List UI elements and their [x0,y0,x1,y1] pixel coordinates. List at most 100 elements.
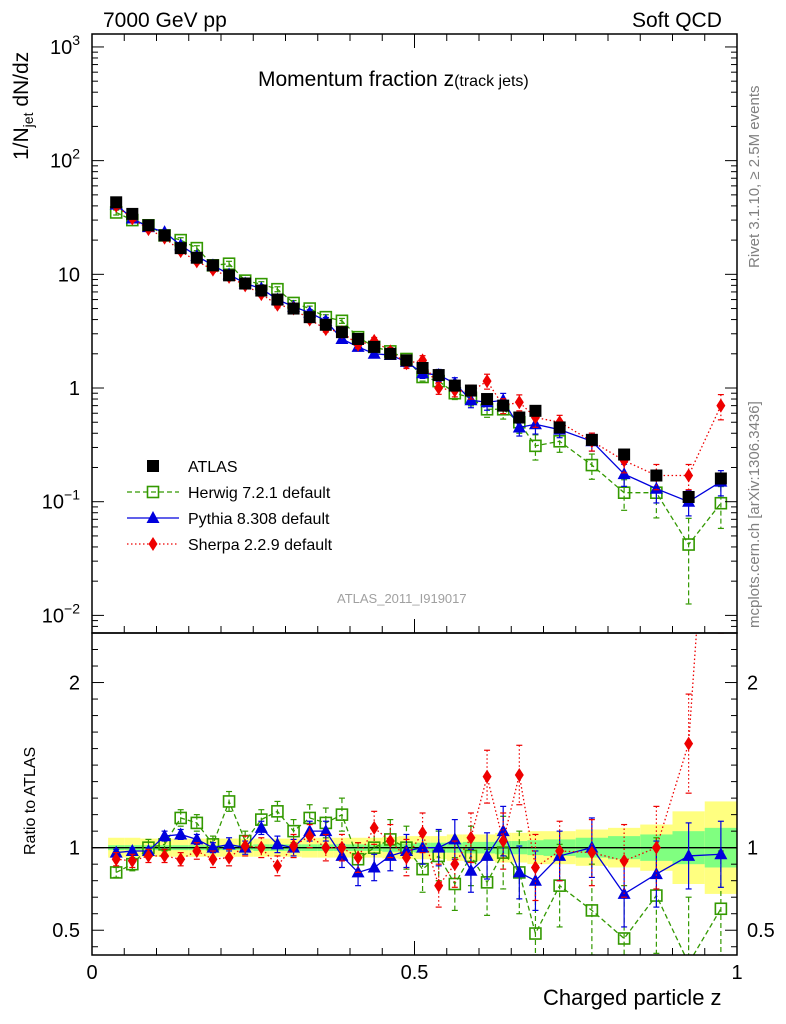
sherpa-marker [716,398,726,413]
y-label-suffix: dN/dz [10,51,33,113]
ratio-y-tick-label-left: 2 [69,673,80,695]
sherpa-marker [684,736,694,751]
pythia-marker [512,865,526,878]
atlas-marker [481,393,494,406]
herwig-marker [271,805,284,818]
x-tick-label: 1 [731,962,742,984]
sherpa-marker [450,857,460,872]
sherpa-marker [651,840,661,855]
herwig-marker [146,485,160,499]
sherpa-marker [337,840,347,855]
atlas-marker [714,472,727,485]
atlas-marker [335,326,348,339]
atlas-marker [158,229,171,242]
sherpa-marker [272,858,282,873]
ratio-herwig-line [115,799,722,955]
rivet-version-label: Rivet 3.1.10, ≥ 2.5M events [746,85,763,269]
herwig-marker [222,795,236,808]
herwig-marker [617,486,631,500]
main-pythia-line [115,204,722,503]
sherpa-marker [434,878,444,893]
plot-title: Momentum fraction z(track jets) [258,68,529,92]
herwig-marker [714,496,728,510]
sherpa-marker [466,830,476,845]
main-y-tick-label: 10−1 [42,487,80,514]
sherpa-marker [256,840,266,855]
main-y-tick-label: 102 [50,146,80,173]
sherpa-marker [716,279,725,293]
sherpa-marker [418,825,428,840]
sherpa-marker [434,381,444,396]
x-tick-label: 0 [86,962,97,984]
ratio-herwig-series [109,790,728,969]
main-atlas-series [110,196,727,503]
main-y-tick-label: 10−2 [42,600,80,627]
atlas-marker [174,242,187,255]
sherpa-marker [619,853,629,868]
herwig-marker [335,808,349,821]
pythia-marker [319,824,333,837]
ratio-sherpa-series [111,279,725,908]
main-sherpa-line [115,205,722,477]
herwig-marker [174,811,187,825]
legend-atlas-marker [147,460,159,472]
sherpa-marker [684,468,694,483]
pythia-marker [480,848,494,861]
pythia-marker [448,832,462,845]
atlas-marker [287,302,300,315]
legend: ATLAS Herwig 7.2.1 default Pythia 8.308 de… [127,459,333,554]
ratio-y-tick-label-left: 1 [69,838,80,860]
herwig-marker [109,866,123,879]
atlas-marker [682,490,695,503]
atlas-marker [303,311,316,324]
plot-title-variable: z [443,68,455,91]
atlas-marker [271,293,284,306]
sherpa-marker [369,820,379,835]
atlas-marker [416,361,429,374]
atlas-marker [585,433,598,446]
ratio-sherpa-line [116,633,698,888]
pythia-marker [190,832,204,845]
ratio-y-tick-label-right: 0.5 [747,920,775,942]
atlas-marker [618,448,631,461]
pythia-marker [158,829,172,842]
sherpa-marker [514,768,524,783]
atlas-marker [464,384,477,397]
atlas-marker [529,404,542,417]
pythia-marker [383,848,397,861]
x-tick-label: 0.5 [401,962,429,984]
herwig-marker [367,841,381,854]
atlas-marker [206,259,219,272]
sherpa-marker [498,834,508,849]
ratio-y-axis-label: Ratio to ATLAS [22,746,39,855]
sherpa-marker [514,395,524,410]
sherpa-marker [192,843,202,858]
sherpa-marker [289,839,299,854]
atlas-marker [352,332,365,345]
pythia-marker [174,827,188,840]
sherpa-marker [555,843,565,858]
atlas-marker [513,411,526,424]
sherpa-marker [401,850,411,865]
herwig-marker [683,958,694,969]
herwig-marker [585,458,599,472]
main-y-axis-label: 1/Njet dN/dz [10,52,36,160]
atlas-marker [223,269,236,282]
main-y-tick-label: 1 [69,378,80,400]
main-sherpa-series [111,198,726,491]
atlas-marker [448,379,461,392]
pythia-marker [464,863,478,876]
legend-entry-label: Herwig 7.2.1 default [188,485,331,502]
atlas-marker [190,251,203,264]
y-label-prefix: 1/N [10,127,33,160]
atlas-marker [239,277,252,290]
sherpa-marker [224,850,234,865]
sherpa-marker [482,769,492,784]
sherpa-marker [385,834,395,849]
pythia-marker [416,840,430,853]
atlas-marker [384,347,397,360]
mcplots-source-label: mcplots.cern.ch [arXiv:1306.3436] [746,401,763,628]
herwig-marker [529,927,542,940]
sherpa-marker [240,839,250,854]
sherpa-marker [148,537,158,551]
